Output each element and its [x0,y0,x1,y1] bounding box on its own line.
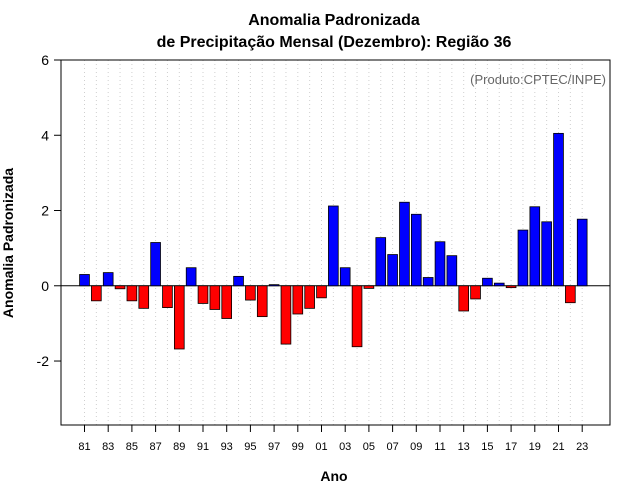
x-tick-label: 91 [197,441,209,453]
y-axis-label: Anomalia Padronizada [0,168,16,318]
bar-06 [375,237,387,287]
bar-95 [245,285,256,301]
bar-12 [446,255,458,287]
bar-96 [256,285,268,318]
x-tick-label: 15 [481,441,493,453]
chart-subtitle: de Precipitação Mensal (Dezembro): Regiã… [157,34,512,51]
bar-93 [221,285,233,319]
bar-00 [304,285,315,309]
x-tick-label: 17 [505,441,517,453]
grid-lines [84,60,583,425]
y-tick-label: 4 [41,127,49,143]
x-tick-label: 23 [576,441,588,453]
bar-87 [150,242,161,287]
bar-20 [541,221,552,287]
bar-22 [565,285,576,304]
y-tick-label: 0 [41,278,49,294]
bar-15 [482,277,493,287]
bar-04 [351,285,363,348]
bar-85 [126,285,138,302]
bar-19 [529,206,541,287]
y-axis: -2 0 2 4 6 [37,52,61,369]
y-tick-label: -2 [37,353,50,369]
bar-13 [458,285,469,312]
bar-18 [517,229,529,287]
bar-08 [399,201,410,287]
x-tick-label: 09 [410,441,422,453]
x-tick-label: 81 [78,441,90,453]
bar-84 [114,285,126,290]
x-tick-label: 05 [363,441,375,453]
plot-frame [60,59,611,426]
x-tick-label: 99 [292,441,304,453]
bar-88 [162,285,173,308]
x-tick-label: 11 [434,441,445,453]
x-tick-label: 95 [244,441,256,453]
x-tick-label: 83 [102,441,114,453]
bar-83 [102,272,114,287]
bar-82 [91,285,102,302]
bar-07 [387,254,398,287]
x-tick-label: 07 [386,441,398,453]
bar-81 [79,274,90,287]
x-axis-label: Ano [320,468,347,484]
chart-title: Anomalia Padronizada [248,12,420,29]
x-tick-label: 87 [149,441,161,453]
y-tick-label: 6 [41,52,49,68]
bar-11 [434,241,446,287]
y-tick-label: 2 [41,203,49,219]
x-tick-label: 19 [529,441,541,453]
x-tick-label: 93 [221,441,233,453]
x-tick-label: 01 [315,441,327,453]
x-tick-label: 13 [458,441,470,453]
credit-text: (Produto:CPTEC/INPE) [470,72,606,87]
bar-90 [185,267,197,287]
bar-91 [197,285,209,304]
bar-05 [363,285,375,289]
bar-86 [138,285,150,309]
x-axis: 81 83 85 87 89 91 93 95 97 99 01 03 05 07 09 11 13 15 17 19… [78,425,588,453]
bar-03 [339,267,351,287]
bar-99 [292,285,304,315]
x-tick-label: 97 [268,441,280,453]
bar-10 [422,277,434,287]
bar-23 [576,218,588,287]
bar-17 [505,285,517,289]
bar-97 [268,284,280,287]
x-tick-label: 89 [173,441,185,453]
x-tick-label: 03 [339,441,351,453]
bar-09 [410,213,422,287]
bar-89 [173,285,185,350]
bar-98 [280,285,292,345]
x-tick-label: 85 [126,441,138,453]
bar-14 [470,285,481,300]
bar-01 [316,285,327,299]
bar-21 [553,132,564,287]
bar-92 [209,285,221,310]
bars [79,132,588,350]
x-tick-label: 21 [552,441,564,453]
bar-16 [493,282,505,287]
bar-02 [328,205,339,287]
bar-94 [233,275,244,287]
